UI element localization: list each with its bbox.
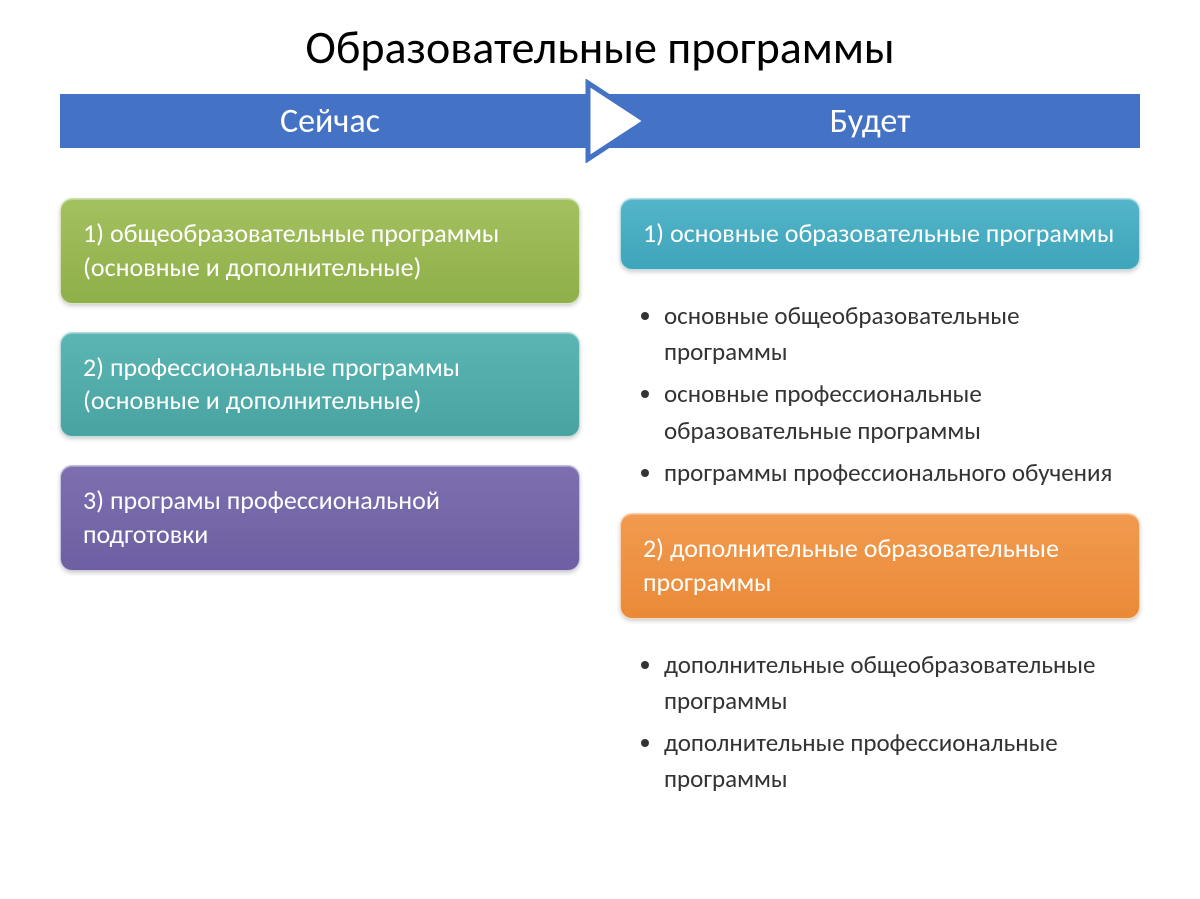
right-column: 1) основные образовательные программы ос… <box>620 198 1140 820</box>
list-item: программы профессионального обучения <box>664 455 1140 491</box>
card-left-2: 2) профессиональные программы (основные … <box>60 332 580 438</box>
list-item: дополнительные общеобразовательные прогр… <box>664 647 1140 720</box>
columns-container: 1) общеобразовательные программы (основн… <box>60 198 1140 820</box>
card-right-2: 2) дополнительные образовательные програ… <box>620 513 1140 619</box>
list-item: основные профессиональные образовательны… <box>664 376 1140 449</box>
card-right-1: 1) основные образовательные программы <box>620 198 1140 270</box>
header-left: Сейчас <box>60 94 600 148</box>
card-left-3: 3) програмы профессиональной подготовки <box>60 465 580 571</box>
bullets-section-2: дополнительные общеобразовательные прогр… <box>620 647 1140 798</box>
header-row: Сейчас Будет <box>60 94 1140 148</box>
page-title: Образовательные программы <box>60 20 1140 76</box>
left-column: 1) общеобразовательные программы (основн… <box>60 198 580 820</box>
card-left-1: 1) общеобразовательные программы (основн… <box>60 198 580 304</box>
bullets-section-1: основные общеобразовательные программы о… <box>620 298 1140 491</box>
arrow-right-icon <box>584 79 654 163</box>
list-item: основные общеобразовательные программы <box>664 298 1140 371</box>
header-right: Будет <box>600 94 1140 148</box>
list-item: дополнительные профессиональные программ… <box>664 725 1140 798</box>
